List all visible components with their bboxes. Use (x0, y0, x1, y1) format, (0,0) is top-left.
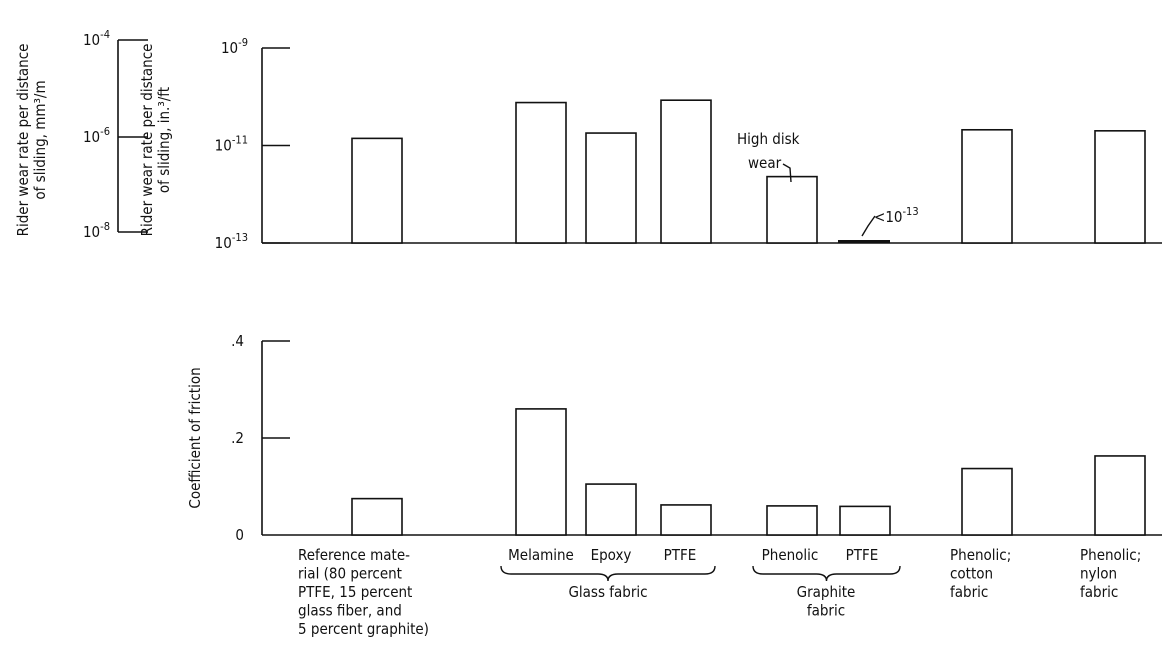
friction-y-tick-label: 0 (235, 526, 244, 544)
category-labels: Reference mate-rial (80 percent PTFE, 15 … (298, 546, 1141, 638)
inner-y-tick-label: 10-9 (221, 36, 248, 57)
below-limit-leader (861, 215, 876, 237)
inner-y-axis-title: Rider wear rate per distanceof sliding, … (138, 44, 173, 237)
wear-bar (585, 132, 637, 244)
friction-bar (839, 505, 891, 536)
high-disk-wear-annotation: High disk wear (737, 130, 800, 172)
category-label: PTFE (846, 546, 879, 564)
friction-bar (1094, 455, 1146, 536)
friction-y-tick-label: .4 (231, 332, 244, 350)
group-label: Graphite fabric (797, 583, 856, 620)
below-limit-annotation: <10-13 (874, 205, 919, 226)
category-label: Phenolic; cotton fabric (950, 546, 1011, 601)
glass-fabric-brace (500, 565, 716, 582)
inner-y-tick-label: 10-11 (215, 134, 248, 155)
category-label: Phenolic; nylon fabric (1080, 546, 1141, 601)
outer-y-tick-label: 10-4 (83, 28, 110, 49)
graphite-fabric-brace (752, 565, 901, 582)
wear-bar (515, 101, 567, 244)
category-label: PTFE (664, 546, 697, 564)
wear-bar (351, 137, 403, 244)
outer-y-axis-title: Rider wear rate per distanceof sliding, … (14, 44, 49, 237)
category-label: Epoxy (591, 546, 632, 564)
category-label: Phenolic (762, 546, 819, 564)
category-label: Melamine (508, 546, 574, 564)
friction-y-tick-label: .2 (231, 429, 244, 447)
wear-bar (660, 99, 712, 244)
friction-bar (660, 504, 712, 536)
friction-y-axis-title: Coefficient of friction (186, 367, 204, 508)
friction-bar (961, 467, 1013, 536)
wear-rate-chart: 10-4 10-6 10-8 10-9 10-11 10-13 Rider wear rat… (14, 28, 1162, 252)
inner-y-tick-label: 10-13 (215, 231, 248, 252)
friction-bar (766, 505, 818, 536)
friction-chart: .4 .2 0 Coefficient of friction (186, 332, 1162, 544)
friction-bar (351, 497, 403, 536)
group-label: Glass fabric (568, 583, 647, 601)
wear-bar (1094, 130, 1146, 244)
high-disk-wear-leader (782, 163, 792, 183)
outer-y-tick-label: 10-8 (83, 220, 110, 241)
friction-bar (585, 483, 637, 536)
wear-bar (766, 175, 818, 244)
outer-y-tick-label: 10-6 (83, 125, 110, 146)
friction-bar (515, 408, 567, 536)
category-label: Reference mate-rial (80 percent PTFE, 15 … (298, 546, 429, 638)
wear-bar (961, 128, 1013, 244)
